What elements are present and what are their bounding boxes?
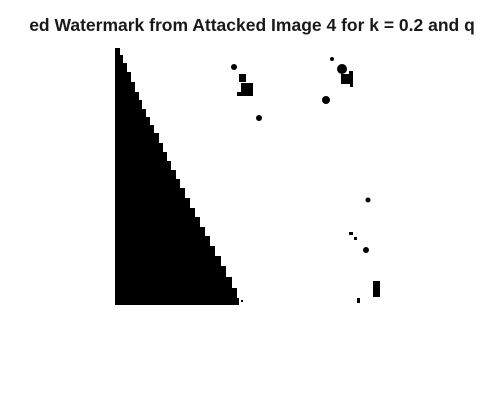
binary-watermark-image	[115, 48, 380, 305]
extracted-watermark-black-region	[115, 48, 239, 305]
figure-title: ed Watermark from Attacked Image 4 for k…	[29, 15, 475, 35]
watermark-image-axes	[115, 48, 380, 305]
scattered-noise-blobs	[231, 57, 380, 303]
edge-noise-specks	[121, 67, 243, 302]
